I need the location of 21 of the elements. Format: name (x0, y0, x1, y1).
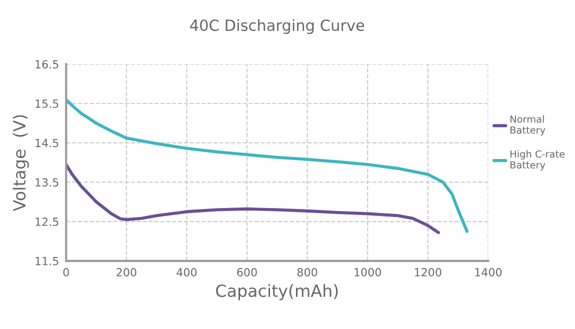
x-tick-label: 600 (237, 268, 257, 276)
line-series (66, 162, 440, 234)
chart-title: 40C Discharging Curve (190, 19, 364, 34)
x-tick-label: 1400 (475, 268, 502, 276)
y-tick-label: 12.5 (36, 218, 58, 226)
y-tick-label: 16.5 (36, 60, 58, 69)
line-series (66, 98, 469, 233)
x-tick-label: 400 (176, 268, 197, 276)
x-tick-label: 0 (63, 268, 69, 276)
y-axis-title: Voltage (V) (12, 115, 29, 212)
legend-label: Normal Battery (510, 115, 546, 136)
x-tick-label: 800 (297, 268, 318, 276)
y-tick-label: 11.5 (36, 257, 58, 266)
x-tick-label: 200 (116, 268, 136, 276)
y-tick-label: 13.5 (36, 178, 58, 187)
x-axis-title: Capacity(mAh) (216, 284, 338, 300)
legend-label: High C-rate Battery (510, 150, 565, 170)
y-tick-label: 14.5 (36, 138, 58, 148)
x-tick-label: 1200 (414, 268, 442, 276)
y-tick-label: 15.5 (36, 100, 58, 108)
x-tick-label: 1000 (354, 268, 381, 276)
